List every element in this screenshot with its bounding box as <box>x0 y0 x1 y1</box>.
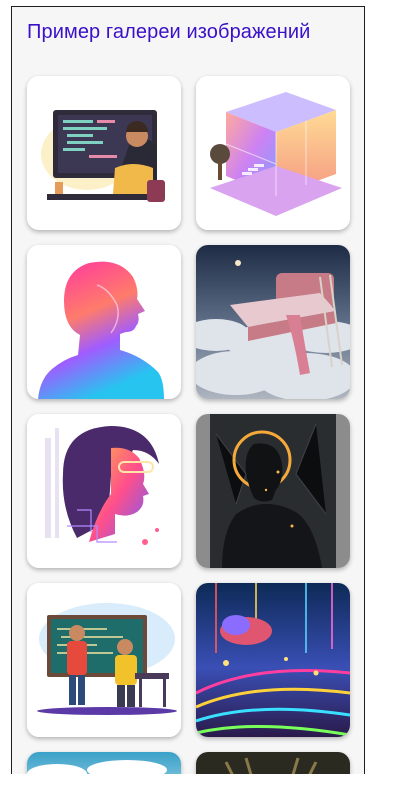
teachers-at-blackboard-illustration <box>27 583 181 737</box>
colorful-data-landscape-illustration <box>196 583 350 737</box>
gallery-item-2[interactable] <box>196 76 350 230</box>
gallery-item-4[interactable] <box>196 245 350 399</box>
page-title: Пример галереи изображений <box>27 21 311 43</box>
sky-clouds-image-partial <box>27 752 181 774</box>
developer-at-monitor-illustration <box>27 76 181 230</box>
app-screen: Пример галереи изображений <box>11 6 365 774</box>
futuristic-woman-portrait-illustration <box>27 414 181 568</box>
gallery-item-1[interactable] <box>27 76 181 230</box>
bed-on-clouds-photo <box>196 245 350 399</box>
gallery-item-5[interactable] <box>27 414 181 568</box>
gallery-item-8[interactable] <box>196 583 350 737</box>
gallery-item-7[interactable] <box>27 583 181 737</box>
gradient-profile-silhouette-illustration <box>27 245 181 399</box>
gallery-item-10[interactable] <box>196 752 350 774</box>
dark-stone-bust-with-halo-photo <box>196 414 350 568</box>
gallery-item-6[interactable] <box>196 414 350 568</box>
gallery-item-3[interactable] <box>27 245 181 399</box>
isometric-glass-house-illustration <box>196 76 350 230</box>
dark-antlers-image-partial <box>196 752 350 774</box>
gallery-item-9[interactable] <box>27 752 181 774</box>
